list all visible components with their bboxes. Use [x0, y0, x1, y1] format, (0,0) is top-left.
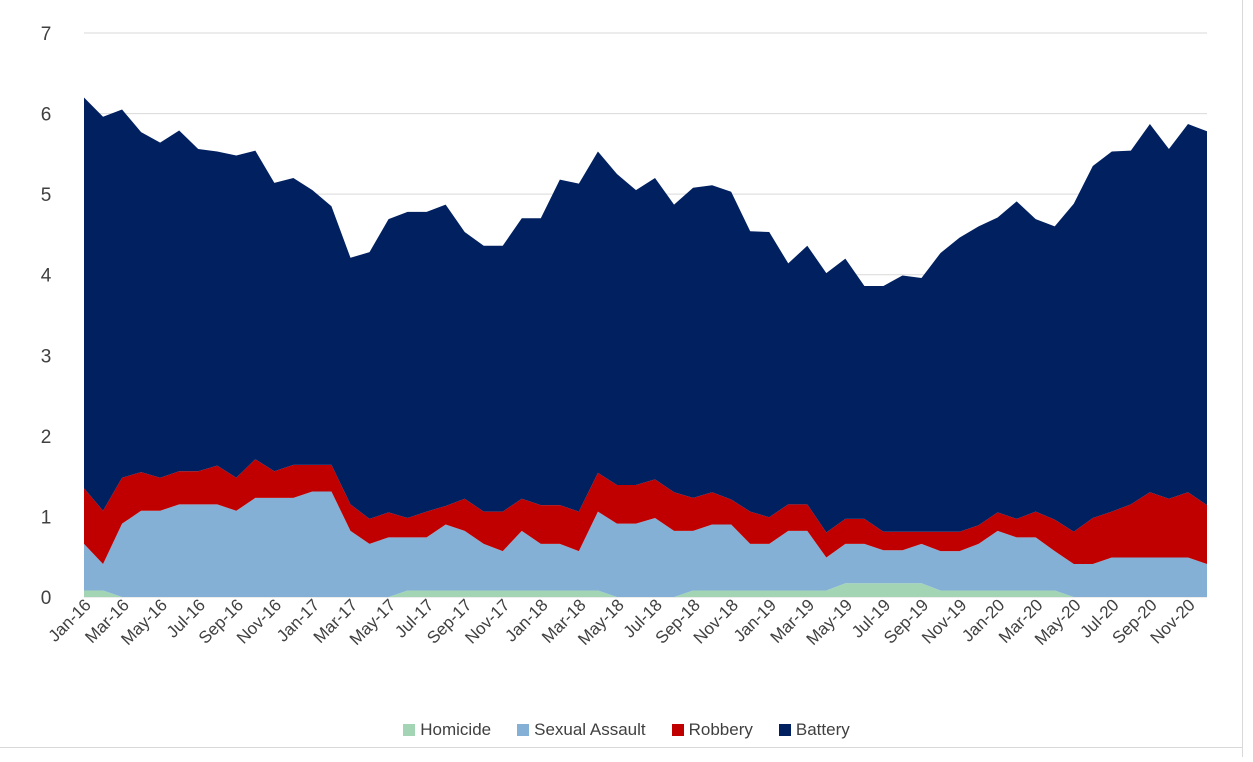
y-axis-tick-labels: 0 1 2 3 4 5 6 7 — [41, 24, 52, 609]
legend-item-robbery: Robbery — [672, 720, 753, 740]
y-tick-label: 4 — [41, 266, 52, 287]
legend-swatch — [517, 724, 529, 736]
legend-label: Homicide — [420, 720, 491, 740]
legend-label: Sexual Assault — [534, 720, 646, 740]
y-tick-label: 7 — [41, 24, 52, 45]
legend-label: Battery — [796, 720, 850, 740]
y-tick-label: 0 — [41, 588, 52, 609]
y-tick-label: 2 — [41, 427, 52, 448]
y-tick-label: 6 — [41, 105, 52, 126]
legend-label: Robbery — [689, 720, 753, 740]
chart-legend: Homicide Sexual Assault Robbery Battery — [0, 720, 1253, 740]
legend-swatch — [403, 724, 415, 736]
x-axis-tick-labels: Jan-16Mar-16May-16Jul-16Sep-16Nov-16Jan-… — [45, 595, 1199, 649]
legend-item-sexual-assault: Sexual Assault — [517, 720, 646, 740]
area-series — [84, 97, 1207, 597]
frame-border — [0, 747, 1243, 748]
legend-swatch — [672, 724, 684, 736]
legend-swatch — [779, 724, 791, 736]
frame-border — [1242, 0, 1243, 757]
y-tick-label: 3 — [41, 346, 52, 367]
y-tick-label: 1 — [41, 507, 52, 528]
y-tick-label: 5 — [41, 185, 52, 206]
legend-item-battery: Battery — [779, 720, 850, 740]
legend-item-homicide: Homicide — [403, 720, 491, 740]
